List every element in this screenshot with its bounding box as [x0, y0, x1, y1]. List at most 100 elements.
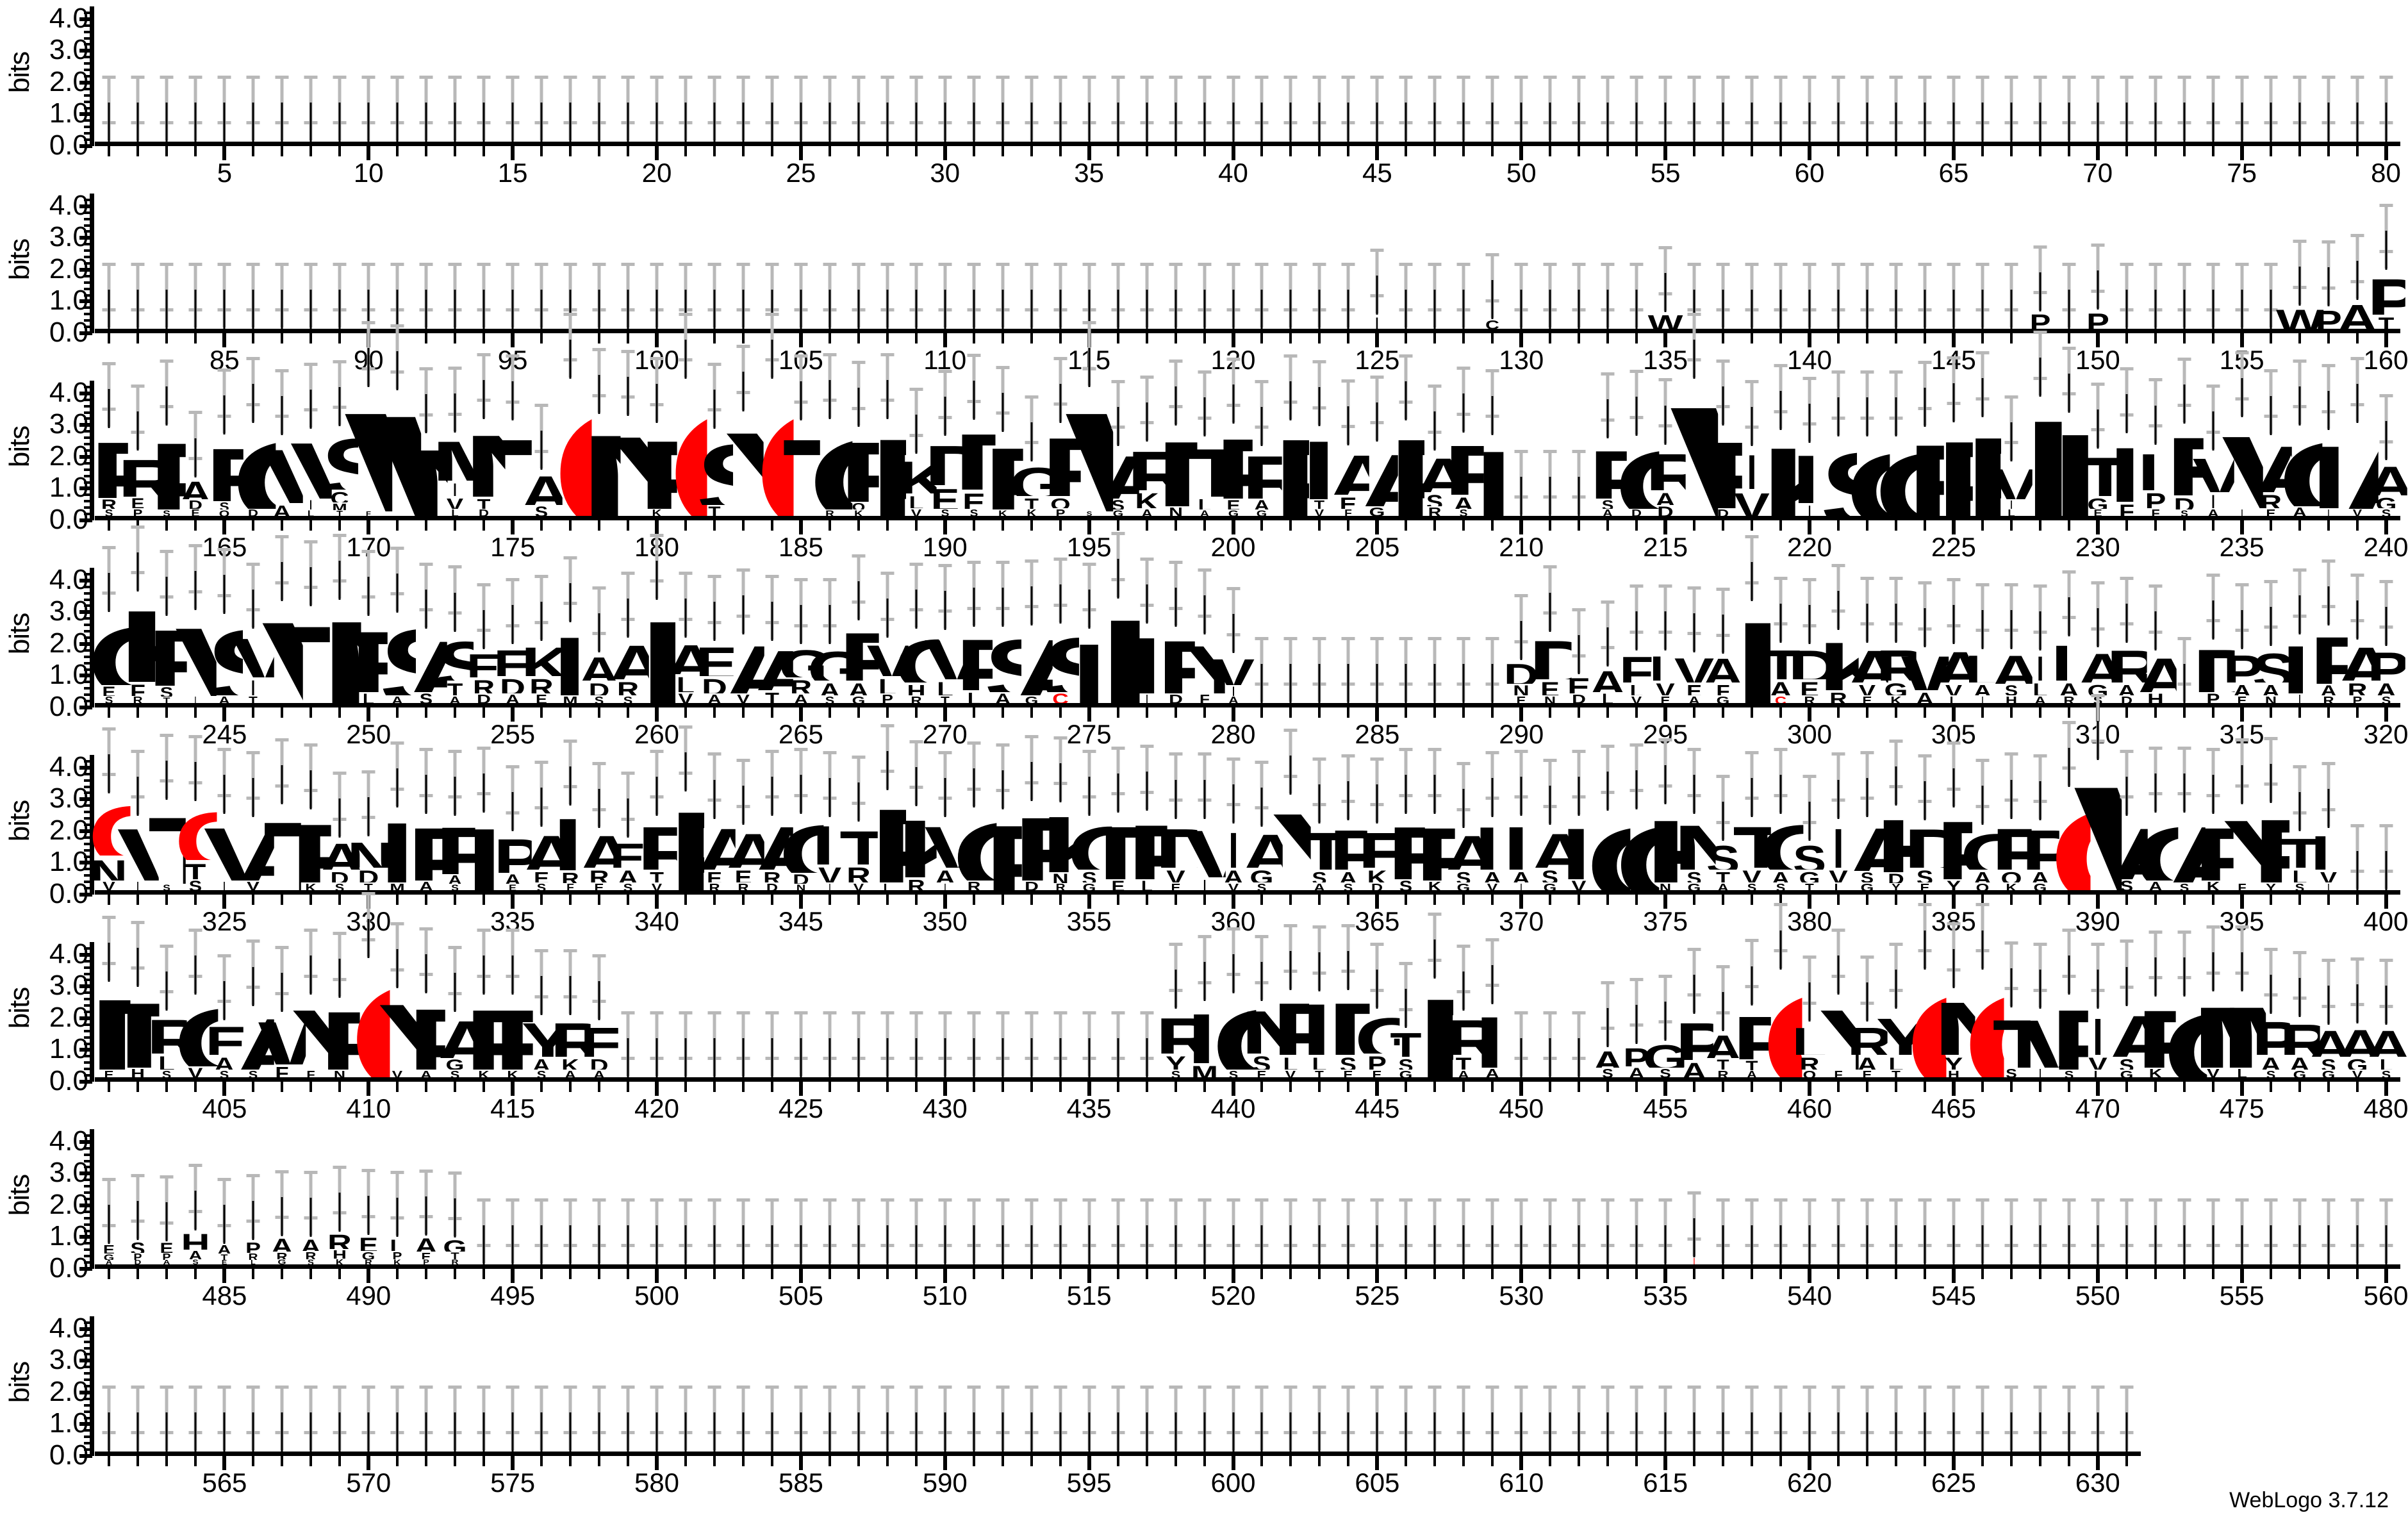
x-tick-minor: [1059, 1456, 1062, 1466]
y-tick-minor: [84, 24, 92, 27]
y-tick-minor: [84, 262, 92, 265]
y-tick-label: 3.0: [49, 970, 88, 1002]
x-tick-minor: [1865, 1269, 1868, 1279]
error-bar-stem: [1722, 992, 1724, 1032]
error-bar-stem: [1606, 772, 1609, 811]
error-bar-stem: [598, 289, 600, 329]
x-tick-label: 400: [2363, 906, 2408, 936]
error-bar-stem: [944, 1038, 946, 1077]
x-tick-label: 545: [1931, 1280, 1976, 1311]
logo-column: L: [1475, 368, 1510, 516]
x-tick-minor: [598, 1082, 601, 1092]
y-tick-minor: [84, 294, 92, 297]
logo-letter: I: [1693, 1257, 1695, 1264]
x-tick-minor: [598, 333, 601, 343]
x-tick-label: 235: [2219, 532, 2264, 562]
logo-letter: S: [696, 429, 733, 505]
error-bar-cap-top: [1370, 943, 1384, 947]
y-tick-label: 0.0: [49, 1439, 88, 1471]
logo-letter: A: [2364, 1025, 2407, 1057]
error-bar-stem: [2298, 595, 2301, 635]
error-bar-cap-top: [1399, 1385, 1413, 1389]
x-tick-minor: [252, 146, 255, 156]
error-bar-cap-top: [794, 1011, 808, 1014]
error-bar-cap-top: [967, 262, 981, 266]
logo-column: [2112, 1312, 2141, 1452]
logo-column: SP: [148, 359, 186, 516]
error-bar-cap-top: [938, 750, 952, 754]
logo-column: W: [2276, 189, 2323, 329]
y-axis-label: bits: [4, 987, 35, 1029]
error-bar-cap-top: [1082, 1198, 1096, 1202]
error-bar-stem: [800, 289, 802, 329]
error-bar-cap-top: [1198, 75, 1212, 79]
logo-column: YF: [2252, 736, 2289, 890]
error-bar-stem: [1117, 773, 1119, 813]
error-bar-cap-top: [563, 1385, 577, 1389]
error-bar-stem: [1952, 605, 1955, 645]
error-bar-cap-top: [1918, 754, 1932, 757]
x-tick-minor: [1001, 707, 1004, 718]
error-bar-cap-top: [1341, 636, 1355, 640]
error-bar-stem: [1491, 395, 1494, 435]
error-bar-stem: [454, 102, 456, 142]
error-bar-stem: [1175, 386, 1177, 426]
error-bar-cap-top: [1947, 75, 1961, 79]
error-bar-stem: [2125, 603, 2128, 643]
error-bar-cap-top: [1255, 1385, 1269, 1389]
error-bar-stem: [1203, 397, 1206, 437]
error-bar-cap-top: [1629, 75, 1644, 79]
y-tick-minor: [84, 256, 92, 259]
error-bar-cap-top: [1658, 974, 1672, 978]
error-bar-cap-top: [2120, 576, 2134, 580]
error-bar-stem: [627, 1412, 629, 1452]
logo-column: [988, 189, 1017, 329]
logo-column: [585, 1312, 614, 1452]
x-tick-minor: [194, 146, 197, 156]
error-bar-stem: [1318, 1225, 1321, 1264]
x-tick-minor: [2269, 707, 2272, 718]
error-bar-stem: [338, 560, 341, 600]
error-bar-cap-top: [217, 75, 231, 79]
error-bar-cap-top: [506, 75, 520, 79]
x-tick-minor: [454, 1456, 457, 1466]
error-bar-cap-top: [794, 748, 808, 752]
x-tick-minor: [713, 146, 716, 156]
logo-column: [1968, 1312, 1997, 1452]
error-bar-cap-top: [967, 354, 981, 358]
logo-letter: E: [206, 434, 243, 501]
logo-column: [1421, 2, 1449, 142]
logo-column: [2025, 1312, 2054, 1452]
error-bar-cap-top: [1975, 75, 1990, 79]
x-tick-minor: [309, 1082, 313, 1092]
error-bar-cap-top: [823, 75, 837, 79]
x-tick-major: [1951, 520, 1956, 534]
x-tick-minor: [1751, 146, 1754, 156]
error-bar-stem: [2125, 394, 2128, 434]
x-tick-minor: [569, 1082, 572, 1092]
x-tick-minor: [1318, 895, 1321, 905]
logo-column: [556, 1125, 585, 1264]
x-tick-minor: [2269, 520, 2272, 531]
x-tick-label: 220: [1786, 532, 1833, 562]
x-tick-minor: [627, 895, 630, 905]
logo-column: [1738, 189, 1767, 329]
error-bar-cap-top: [592, 1385, 606, 1389]
error-bar-stem: [1635, 397, 1638, 436]
error-bar-cap-top: [419, 367, 433, 371]
plot-area: 8590951001051101151201251301351401451501…: [95, 194, 2408, 375]
error-bar-stem: [2183, 663, 2186, 703]
x-tick-minor: [108, 520, 111, 531]
logo-column: [2256, 2, 2285, 142]
logo-column: [815, 1312, 844, 1452]
error-bar-cap-top: [2004, 75, 2018, 79]
y-tick-label: 4.0: [49, 1312, 88, 1344]
error-bar-cap-top: [304, 540, 318, 543]
x-tick-minor: [2355, 895, 2359, 905]
error-bar-cap-top: [2062, 929, 2076, 932]
error-bar-stem: [1549, 1038, 1551, 1077]
error-bar-stem: [1232, 385, 1234, 424]
x-tick-minor: [1116, 1456, 1119, 1466]
